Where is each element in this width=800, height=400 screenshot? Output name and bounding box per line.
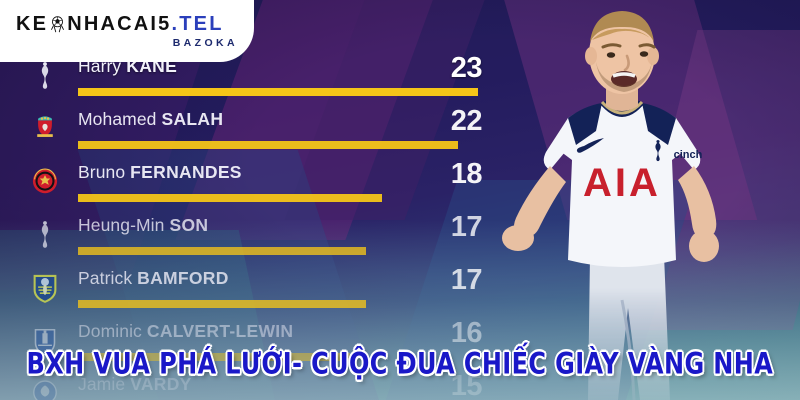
bar-track — [78, 194, 478, 202]
site-logo[interactable]: KE NHACAI5 .TEL BAZOKA — [0, 0, 254, 62]
tottenham-badge — [27, 216, 63, 254]
bar-fill — [78, 300, 366, 308]
leicester-badge — [27, 375, 63, 400]
player-last-name: SALAH — [161, 109, 224, 129]
logo-subtitle: BAZOKA — [172, 36, 238, 49]
bar-track — [78, 353, 478, 361]
player-first-name: Bruno — [78, 162, 126, 182]
player-goals: 23 — [450, 52, 483, 84]
player-name: Jamie VARDY — [78, 374, 192, 395]
logo-text-after: NHACAI5 — [67, 12, 172, 35]
player-first-name: Dominic — [78, 321, 142, 341]
leeds-badge — [27, 269, 63, 307]
caption-text: BXH VUA PHÁ LƯỚI- CUỘC ĐUA CHIẾC GIÀY VÀ… — [26, 345, 774, 381]
logo-text-before: KE — [16, 12, 49, 35]
player-name: Mohamed SALAH — [78, 109, 223, 130]
everton-badge — [27, 322, 63, 360]
table-row[interactable]: Dominic CALVERT-LEWIN 16 — [0, 317, 500, 370]
table-row[interactable]: Jamie VARDY 15 — [0, 370, 500, 400]
logo-text-tld: .TEL — [171, 12, 224, 35]
player-name: Patrick BAMFORD — [78, 268, 229, 289]
caption-banner: BXH VUA PHÁ LƯỚI- CUỘC ĐUA CHIẾC GIÀY VÀ… — [0, 345, 800, 381]
table-row[interactable]: Patrick BAMFORD 17 — [0, 264, 500, 317]
bar-fill — [78, 194, 382, 202]
table-row[interactable]: Heung-Min SON 17 — [0, 211, 500, 264]
football-icon — [48, 14, 67, 33]
player-goals: 16 — [450, 317, 483, 349]
bar-fill — [78, 353, 350, 361]
player-photo: AIA cinch — [472, 0, 772, 400]
table-row[interactable]: Bruno FERNANDES 18 — [0, 158, 500, 211]
player-last-name: SON — [169, 215, 209, 235]
svg-text:cinch: cinch — [674, 149, 703, 161]
player-first-name: Mohamed — [78, 109, 157, 129]
bar-track — [78, 247, 478, 255]
player-first-name: Patrick — [78, 268, 133, 288]
bar-track — [78, 300, 478, 308]
player-name: Heung-Min SON — [78, 215, 208, 236]
player-name: Bruno FERNANDES — [78, 162, 242, 183]
bar-fill — [78, 141, 458, 149]
player-last-name: CALVERT-LEWIN — [146, 321, 294, 341]
player-first-name: Heung-Min — [78, 215, 165, 235]
player-name: Dominic CALVERT-LEWIN — [78, 321, 293, 342]
player-goals: 17 — [450, 264, 483, 296]
bar-fill — [78, 247, 366, 255]
player-goals: 22 — [450, 105, 483, 137]
player-last-name: VARDY — [130, 374, 192, 394]
liverpool-badge — [27, 110, 63, 148]
manutd-badge — [27, 163, 63, 201]
bar-track — [78, 141, 478, 149]
tottenham-badge — [27, 57, 63, 95]
player-goals: 18 — [450, 158, 483, 190]
logo-wordmark: KE NHACAI5 .TEL — [16, 14, 254, 34]
bar-track — [78, 88, 478, 96]
player-last-name: FERNANDES — [130, 162, 242, 182]
player-goals: 15 — [450, 370, 483, 400]
table-row[interactable]: Mohamed SALAH 22 — [0, 105, 500, 158]
player-first-name: Jamie — [78, 374, 126, 394]
svg-text:AIA: AIA — [583, 161, 661, 205]
player-last-name: BAMFORD — [137, 268, 229, 288]
scorers-bar-chart: Harry KANE 23 Mohamed SALAH 22 — [0, 52, 500, 400]
player-goals: 17 — [450, 211, 483, 243]
bar-fill — [78, 88, 478, 96]
